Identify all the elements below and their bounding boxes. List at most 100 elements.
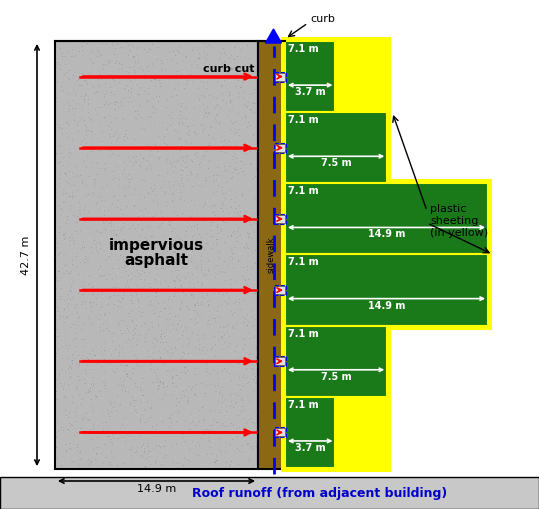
Point [222, 396, 230, 404]
Point [150, 314, 158, 322]
Point [226, 187, 235, 195]
Point [99, 218, 107, 227]
Point [84, 55, 92, 64]
Point [114, 196, 122, 204]
Point [144, 145, 153, 153]
Point [222, 459, 231, 467]
Point [198, 293, 207, 301]
Point [82, 226, 91, 234]
Point [225, 347, 233, 355]
Point [120, 160, 129, 168]
Point [56, 295, 65, 303]
Point [224, 214, 232, 222]
Point [218, 358, 226, 366]
Point [133, 107, 142, 115]
Point [250, 333, 259, 341]
Point [224, 303, 233, 312]
Point [246, 174, 255, 182]
Point [169, 246, 177, 254]
Point [122, 92, 130, 100]
Point [227, 214, 236, 222]
Point [71, 84, 79, 93]
Point [136, 47, 144, 55]
Point [150, 343, 158, 351]
Point [223, 255, 231, 263]
Point [243, 409, 251, 417]
Point [212, 178, 221, 186]
Point [183, 129, 192, 137]
Point [233, 43, 241, 51]
Point [168, 158, 176, 166]
Point [113, 299, 121, 307]
Point [221, 166, 230, 174]
Point [71, 225, 80, 234]
Point [219, 236, 227, 244]
Point [100, 158, 109, 166]
Point [157, 327, 166, 335]
Point [172, 91, 181, 99]
Point [182, 322, 191, 330]
Point [65, 337, 74, 346]
Point [75, 57, 84, 65]
Point [229, 220, 238, 229]
Point [88, 407, 97, 415]
Point [110, 314, 119, 322]
Point [226, 210, 235, 218]
Point [66, 269, 74, 277]
Point [184, 257, 192, 265]
Point [198, 447, 207, 455]
Point [232, 319, 241, 327]
Point [125, 157, 133, 165]
Point [112, 284, 121, 292]
Point [102, 418, 110, 427]
Point [94, 185, 103, 193]
Point [144, 440, 153, 448]
Point [87, 148, 96, 156]
Point [202, 270, 211, 278]
Point [109, 193, 118, 201]
Point [110, 145, 119, 153]
Point [205, 367, 213, 375]
Point [158, 109, 167, 118]
Point [101, 375, 110, 383]
Point [246, 452, 255, 460]
Point [148, 281, 157, 290]
Point [182, 394, 190, 403]
Point [79, 252, 88, 261]
Point [216, 371, 225, 379]
Point [176, 437, 184, 445]
Point [100, 211, 109, 219]
Point [188, 232, 197, 240]
Point [238, 288, 247, 296]
Point [213, 308, 222, 317]
Point [59, 426, 67, 434]
Point [144, 62, 153, 70]
Point [141, 463, 150, 471]
Point [73, 100, 81, 108]
Point [142, 338, 150, 346]
Point [73, 40, 81, 48]
Point [178, 118, 187, 126]
Point [68, 168, 77, 177]
Point [74, 446, 83, 455]
Point [250, 278, 259, 286]
Point [202, 314, 210, 322]
Point [198, 403, 207, 411]
Point [233, 353, 241, 361]
Point [63, 428, 72, 436]
Point [102, 217, 110, 225]
Point [148, 192, 157, 201]
Point [220, 242, 229, 250]
Point [88, 48, 97, 56]
Point [142, 413, 150, 421]
Point [131, 185, 140, 193]
Point [62, 261, 71, 269]
Point [103, 253, 112, 262]
Point [189, 77, 197, 86]
Point [178, 297, 187, 305]
Point [170, 148, 179, 156]
Point [154, 147, 162, 155]
Point [85, 376, 94, 384]
Point [161, 128, 170, 136]
Point [184, 397, 193, 405]
